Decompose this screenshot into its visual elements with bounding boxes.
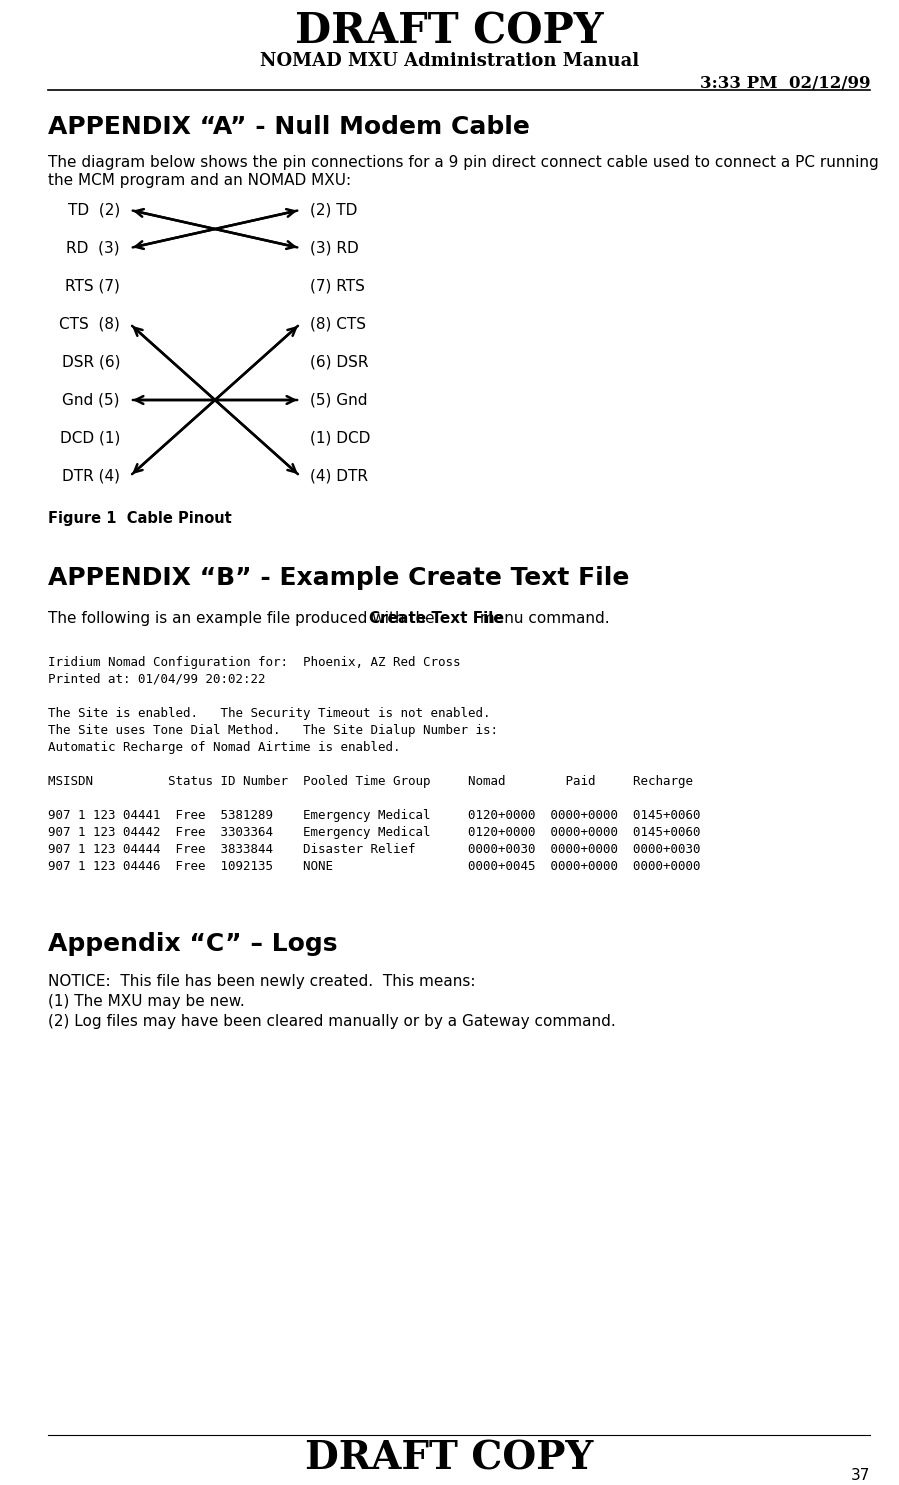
Text: Automatic Recharge of Nomad Airtime is enabled.: Automatic Recharge of Nomad Airtime is e… xyxy=(48,741,400,754)
Text: (2) TD: (2) TD xyxy=(310,202,358,217)
Text: (2) Log files may have been cleared manually or by a Gateway command.: (2) Log files may have been cleared manu… xyxy=(48,1014,616,1029)
Text: (7) RTS: (7) RTS xyxy=(310,279,365,294)
Text: Gnd (5): Gnd (5) xyxy=(63,392,120,407)
Text: (3) RD: (3) RD xyxy=(310,241,359,255)
Text: 3:33 PM  02/12/99: 3:33 PM 02/12/99 xyxy=(699,76,870,92)
Text: (1) DCD: (1) DCD xyxy=(310,431,370,446)
Text: Figure 1  Cable Pinout: Figure 1 Cable Pinout xyxy=(48,511,232,526)
Text: NOTICE:  This file has been newly created.  This means:: NOTICE: This file has been newly created… xyxy=(48,974,476,989)
Text: (6) DSR: (6) DSR xyxy=(310,355,369,370)
Text: (8) CTS: (8) CTS xyxy=(310,316,366,331)
Text: DRAFT COPY: DRAFT COPY xyxy=(306,1440,593,1478)
Text: The following is an example file produced with the: The following is an example file produce… xyxy=(48,610,440,627)
Text: (4) DTR: (4) DTR xyxy=(310,468,368,484)
Text: Iridium Nomad Configuration for:  Phoenix, AZ Red Cross: Iridium Nomad Configuration for: Phoenix… xyxy=(48,656,460,670)
Text: DSR (6): DSR (6) xyxy=(61,355,120,370)
Text: DTR (4): DTR (4) xyxy=(62,468,120,484)
Text: RTS (7): RTS (7) xyxy=(65,279,120,294)
Text: TD  (2): TD (2) xyxy=(67,202,120,217)
Text: menu command.: menu command. xyxy=(476,610,610,627)
Text: APPENDIX “B” - Example Create Text File: APPENDIX “B” - Example Create Text File xyxy=(48,566,629,590)
Text: 37: 37 xyxy=(850,1469,870,1484)
Text: NOMAD MXU Administration Manual: NOMAD MXU Administration Manual xyxy=(260,52,639,70)
Text: Appendix “C” – Logs: Appendix “C” – Logs xyxy=(48,933,337,956)
Text: 907 1 123 04444  Free  3833844    Disaster Relief       0000+0030  0000+0000  00: 907 1 123 04444 Free 3833844 Disaster Re… xyxy=(48,843,700,855)
Text: 907 1 123 04446  Free  1092135    NONE                  0000+0045  0000+0000  00: 907 1 123 04446 Free 1092135 NONE 0000+0… xyxy=(48,860,700,873)
Text: (5) Gnd: (5) Gnd xyxy=(310,392,368,407)
Text: RD  (3): RD (3) xyxy=(67,241,120,255)
Text: DRAFT COPY: DRAFT COPY xyxy=(295,10,604,52)
Text: the MCM program and an NOMAD MXU:: the MCM program and an NOMAD MXU: xyxy=(48,172,352,189)
Text: The Site uses Tone Dial Method.   The Site Dialup Number is:: The Site uses Tone Dial Method. The Site… xyxy=(48,725,498,737)
Text: 907 1 123 04442  Free  3303364    Emergency Medical     0120+0000  0000+0000  01: 907 1 123 04442 Free 3303364 Emergency M… xyxy=(48,826,700,839)
Text: MSISDN          Status ID Number  Pooled Time Group     Nomad        Paid     Re: MSISDN Status ID Number Pooled Time Grou… xyxy=(48,775,693,789)
Text: Create Text File: Create Text File xyxy=(369,610,504,627)
Text: The diagram below shows the pin connections for a 9 pin direct connect cable use: The diagram below shows the pin connecti… xyxy=(48,154,878,169)
Text: DCD (1): DCD (1) xyxy=(59,431,120,446)
Text: CTS  (8): CTS (8) xyxy=(59,316,120,331)
Text: The Site is enabled.   The Security Timeout is not enabled.: The Site is enabled. The Security Timeou… xyxy=(48,707,491,720)
Text: 907 1 123 04441  Free  5381289    Emergency Medical     0120+0000  0000+0000  01: 907 1 123 04441 Free 5381289 Emergency M… xyxy=(48,809,700,823)
Text: Printed at: 01/04/99 20:02:22: Printed at: 01/04/99 20:02:22 xyxy=(48,673,265,686)
Text: (1) The MXU may be new.: (1) The MXU may be new. xyxy=(48,993,245,1008)
Text: APPENDIX “A” - Null Modem Cable: APPENDIX “A” - Null Modem Cable xyxy=(48,114,530,140)
